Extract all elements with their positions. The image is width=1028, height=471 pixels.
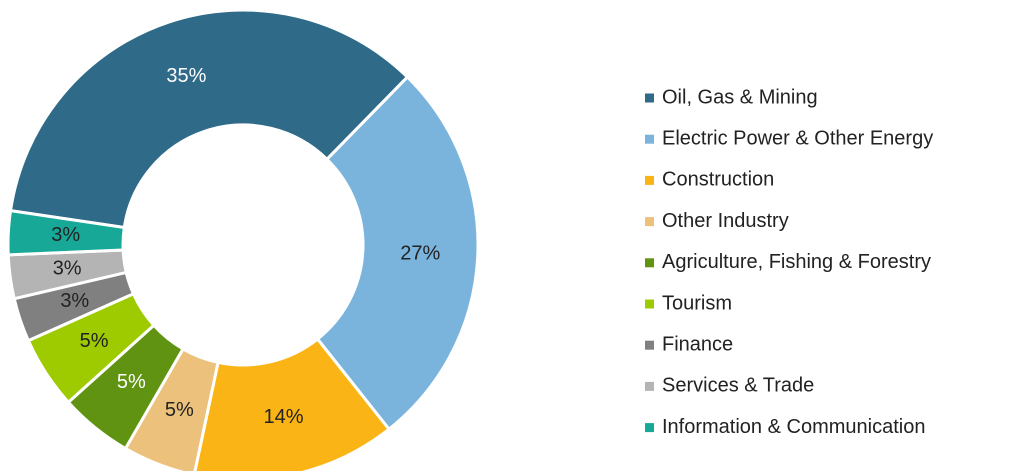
legend-label: Information & Communication: [662, 416, 925, 438]
legend-label: Oil, Gas & Mining: [662, 86, 818, 108]
data-label: 3%: [60, 290, 89, 312]
legend-swatch: [645, 93, 654, 103]
donut-slice: [193, 336, 392, 471]
legend-label: Services & Trade: [662, 375, 814, 397]
data-label: 3%: [51, 224, 80, 246]
legend-label: Agriculture, Fishing & Forestry: [662, 251, 931, 273]
data-label: 5%: [117, 371, 146, 393]
data-label: 27%: [400, 243, 440, 265]
legend-label: Finance: [662, 333, 733, 355]
donut-slice: [6, 208, 126, 257]
legend-label: Electric Power & Other Energy: [662, 127, 933, 149]
legend-swatch: [645, 299, 654, 309]
data-label: 35%: [166, 65, 206, 87]
legend-label: Construction: [662, 169, 774, 191]
data-label: 5%: [80, 330, 109, 352]
legend-swatch: [645, 423, 654, 433]
legend-label: Tourism: [662, 292, 732, 314]
legend-swatch: [645, 340, 654, 350]
legend-swatch: [645, 175, 654, 185]
data-label: 5%: [165, 399, 194, 421]
data-label: 3%: [53, 257, 82, 279]
legend-swatch: [645, 381, 654, 391]
legend-swatch: [645, 217, 654, 227]
donut-slice: [8, 8, 410, 230]
legend-label: Other Industry: [662, 210, 789, 232]
legend-swatch: [645, 258, 654, 268]
data-label: 14%: [264, 406, 304, 428]
donut-slice: [315, 74, 480, 432]
legend-swatch: [645, 134, 654, 144]
